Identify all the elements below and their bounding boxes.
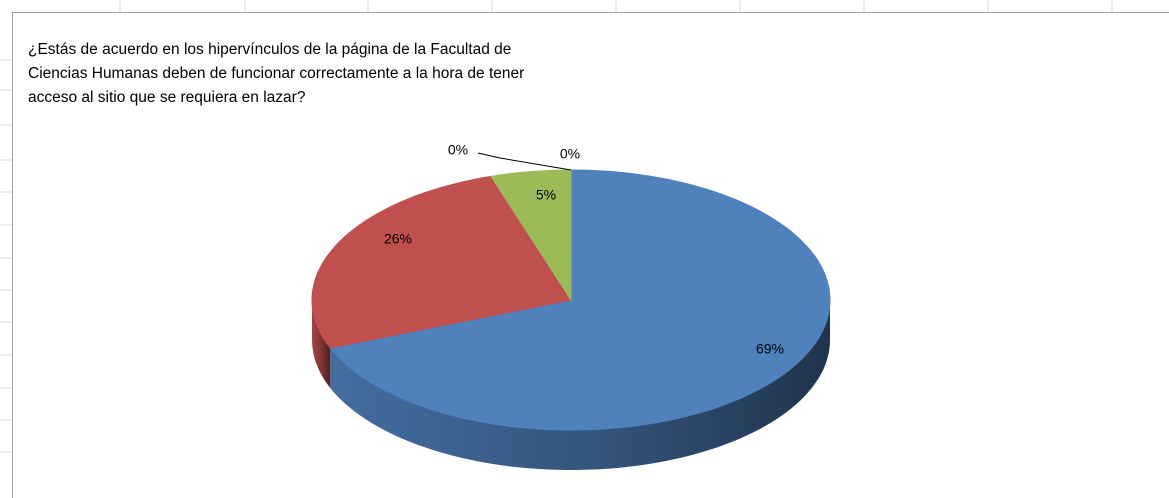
chart-title: ¿Estás de acuerdo en los hipervínculos d…: [28, 41, 525, 106]
data-label: 69%: [756, 341, 784, 357]
chart-border: [12, 12, 1169, 498]
slice-side-shade: [312, 300, 331, 388]
data-label: 26%: [384, 231, 412, 247]
sheet-grid: [0, 0, 1113, 453]
pie-slice: [490, 169, 572, 302]
slice-side-shade: [330, 300, 830, 470]
pie-slice: [311, 175, 572, 388]
slice-top: [490, 169, 572, 302]
slice-top: [329, 169, 831, 431]
slice-top: [311, 175, 572, 349]
data-label: 5%: [536, 187, 556, 203]
pie-slice: [329, 169, 831, 470]
data-label: 0%: [448, 142, 468, 158]
data-label: 0%: [560, 146, 580, 162]
leader-line: [477, 152, 572, 171]
